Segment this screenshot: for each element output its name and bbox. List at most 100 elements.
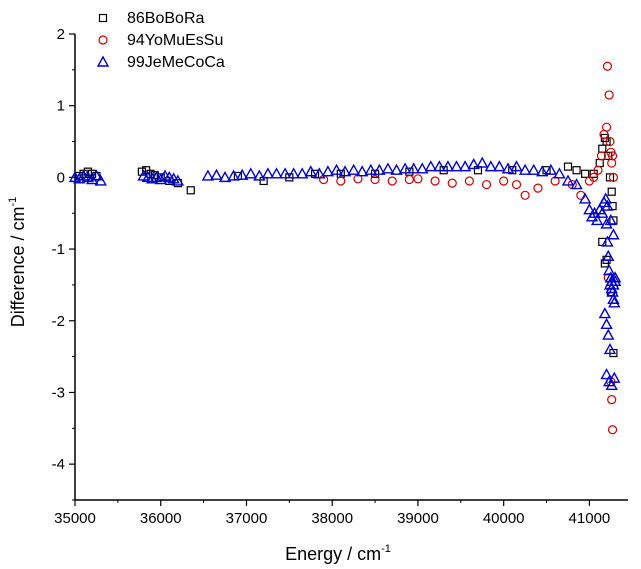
data-point [601, 122, 612, 132]
data-point [261, 167, 275, 179]
y-tick-label: -3 [52, 384, 65, 401]
data-point [413, 174, 423, 184]
data-point [501, 162, 515, 174]
series-99JeMeCoCa [68, 156, 622, 390]
data-point [278, 167, 292, 179]
x-tick-label: 38000 [311, 510, 353, 527]
data-point [553, 167, 566, 179]
data-point [608, 172, 619, 182]
data-point [171, 174, 185, 186]
data-point [605, 378, 618, 390]
data-point [433, 160, 446, 172]
data-point [607, 292, 620, 304]
data-point [387, 176, 397, 186]
x-tick-label: 40000 [483, 510, 525, 527]
data-point [270, 167, 283, 179]
data-point [589, 172, 599, 182]
data-point [596, 206, 609, 218]
data-point [447, 178, 457, 188]
data-point [536, 165, 549, 177]
data-point [458, 160, 472, 172]
data-point [145, 172, 159, 184]
x-axis-title-text: Energy / cm [285, 544, 381, 564]
data-point [218, 170, 232, 183]
data-point [602, 328, 615, 340]
y-tick-label: 1 [57, 98, 65, 115]
y-tick-label: -4 [52, 456, 65, 473]
data-point [493, 160, 506, 172]
data-point [244, 167, 257, 179]
x-tick-label: 39000 [397, 510, 439, 527]
data-point [235, 168, 249, 180]
data-point [336, 176, 346, 186]
data-point [603, 343, 617, 355]
data-point [476, 156, 489, 168]
data-point [510, 160, 523, 172]
data-point [511, 179, 522, 190]
data-point [544, 163, 558, 175]
data-point [416, 162, 429, 174]
data-point [304, 165, 317, 177]
y-axis: 2 1 0 -1 -2 -3 -4 [52, 26, 75, 501]
data-point [94, 174, 107, 186]
data-point [607, 151, 618, 161]
data-point [356, 165, 369, 177]
legend-marker [98, 13, 108, 23]
data-point [602, 249, 615, 261]
y-tick-label: 2 [57, 26, 65, 43]
y-tick-label: 0 [57, 169, 65, 186]
y-tick-label: -2 [52, 313, 65, 330]
data-point [441, 160, 455, 172]
data-point [85, 173, 99, 185]
x-tick-label: 41000 [569, 510, 611, 527]
data-point [390, 163, 403, 175]
data-point [481, 179, 492, 190]
data-point [518, 163, 532, 175]
data-point [608, 296, 621, 308]
y-axis-title-text: Difference / cm [8, 207, 28, 328]
data-point [330, 163, 343, 175]
data-point [607, 187, 616, 196]
data-point [287, 167, 300, 179]
y-tick-label: -1 [52, 241, 65, 258]
legend-marker [96, 55, 110, 67]
x-axis: 35000 36000 37000 38000 39000 40000 41000 [54, 500, 610, 527]
data-point [398, 162, 412, 174]
data-point [605, 136, 615, 147]
data-point [364, 163, 377, 175]
data-point [572, 166, 581, 175]
data-point [604, 90, 614, 100]
data-point [605, 173, 615, 182]
data-point [450, 160, 463, 172]
data-points [68, 61, 622, 435]
x-axis-title: Energy / cm-1 [285, 543, 391, 564]
x-tick-label: 36000 [140, 510, 182, 527]
data-point [600, 368, 613, 380]
legend-label: 86BoBoRa [127, 10, 204, 27]
data-point [596, 151, 607, 161]
data-point [373, 163, 386, 175]
data-point [347, 163, 360, 175]
data-point [588, 206, 601, 218]
data-point [464, 176, 474, 186]
data-point [321, 165, 335, 177]
data-point [607, 158, 617, 168]
data-point [583, 203, 596, 215]
data-point [533, 183, 543, 193]
data-point [607, 395, 617, 405]
y-axis-title-superscript: -1 [7, 197, 19, 207]
data-point [430, 176, 440, 186]
data-point [570, 178, 583, 190]
data-point [253, 169, 266, 181]
data-point [404, 174, 414, 185]
data-point [600, 217, 613, 229]
data-point [201, 169, 215, 181]
series-86BoBoRa [75, 133, 618, 358]
data-point [561, 174, 575, 186]
data-point [186, 186, 195, 195]
data-point [598, 144, 607, 153]
legend-label: 99JeMeCoCa [127, 54, 225, 71]
data-point [424, 160, 437, 172]
data-point [296, 167, 309, 179]
